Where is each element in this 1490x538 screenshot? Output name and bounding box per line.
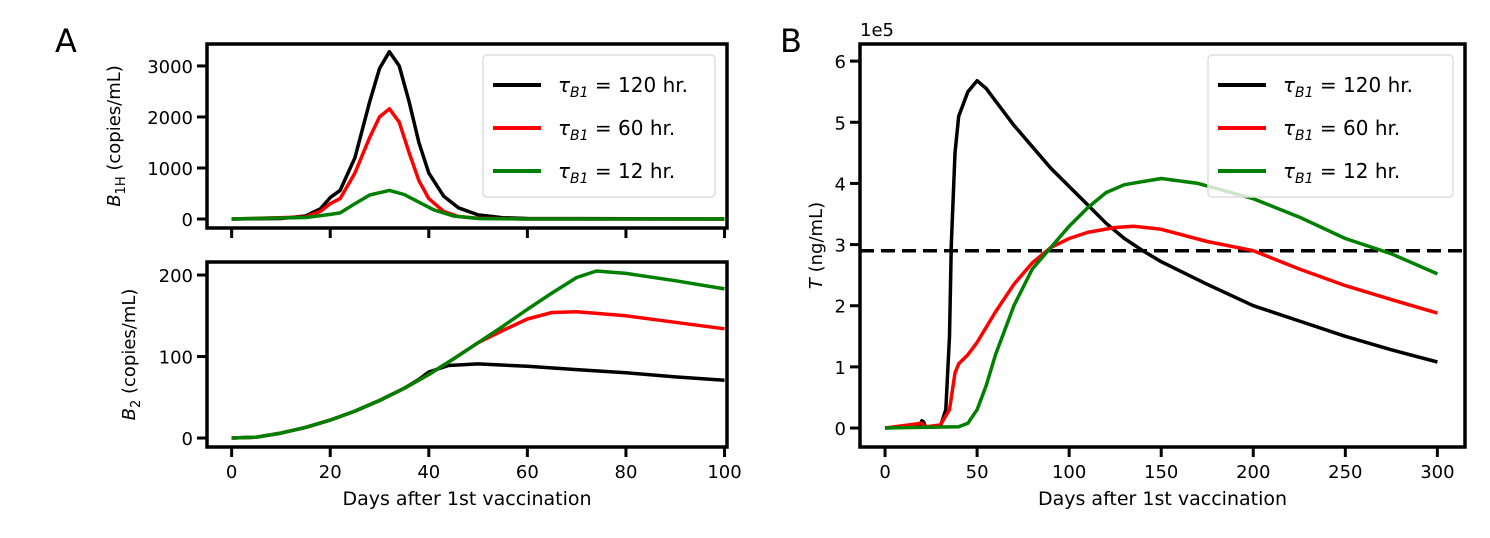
y-axis-label-unit: (copies/mL) — [104, 65, 125, 176]
y-tick-label: 0 — [835, 419, 846, 440]
y-tick-label: 100 — [159, 348, 193, 369]
series-line-3 — [884, 176, 1439, 430]
series-line-3 — [231, 269, 725, 440]
x-axis-label: Days after 1st vaccination — [1038, 488, 1287, 510]
x-tick-label: 100 — [707, 462, 741, 483]
x-tick-label: 0 — [226, 462, 237, 483]
y-tick-label: 4 — [835, 174, 846, 195]
y-axis-label-symbol: B — [104, 194, 125, 206]
y-tick-label: 1 — [835, 358, 846, 379]
x-tick-label: 100 — [1052, 462, 1086, 483]
legend-label: τB1 = 120 hr. — [1283, 73, 1413, 101]
y-tick-label: 3 — [835, 236, 846, 257]
y-tick-label: 200 — [159, 266, 193, 287]
legend-symbol: τ — [1283, 73, 1296, 97]
y-tick-label: 2000 — [147, 108, 193, 129]
legend-subscript: B1 — [1295, 85, 1314, 101]
plot-area — [860, 78, 1465, 430]
legend-box — [1207, 54, 1454, 198]
series-line-3 — [231, 188, 725, 221]
legend-subscript: B1 — [1295, 128, 1314, 144]
x-tick-label: 200 — [1236, 462, 1270, 483]
legend-symbol: τ — [1283, 159, 1296, 183]
legend-symbol: τ — [558, 73, 571, 97]
legend: τB1 = 120 hr.τB1 = 60 hr.τB1 = 12 hr. — [1207, 54, 1454, 198]
y-axis-label-subscript: 2 — [129, 400, 144, 408]
y-axis-label: B2 (copies/mL) — [119, 289, 144, 421]
legend: τB1 = 120 hr.τB1 = 60 hr.τB1 = 12 hr. — [482, 54, 716, 198]
series-line-1 — [231, 49, 725, 221]
x-tick-label: 50 — [966, 462, 989, 483]
y-tick-label: 0 — [182, 210, 193, 231]
x-tick-label: 20 — [319, 462, 342, 483]
legend-label: τB1 = 12 hr. — [558, 159, 675, 187]
y-tick-label: 5 — [835, 113, 846, 134]
y-axis-label: T (ng/mL) — [806, 202, 827, 289]
y-axis-label-symbol: B — [119, 408, 140, 420]
legend-value: = 12 hr. — [1314, 159, 1401, 183]
y-tick-label: 1000 — [147, 159, 193, 180]
y-tick-label: 0 — [182, 429, 193, 450]
legend-label: τB1 = 60 hr. — [1283, 116, 1400, 144]
y-tick-label: 3000 — [147, 57, 193, 78]
plot-area — [231, 269, 725, 440]
y-axis-label-unit: (copies/mL) — [119, 289, 140, 400]
x-tick-label: 250 — [1328, 462, 1362, 483]
legend-subscript: B1 — [1295, 171, 1314, 187]
y-axis-label: B1H (copies/mL) — [104, 65, 129, 207]
panel-3: 0 50 100 150 200 250 300 0 1 2 3 4 5 6 T (ng/mL) Days a… — [780, 20, 1467, 510]
plot-area — [231, 49, 725, 221]
legend-symbol: τ — [558, 159, 571, 183]
y-axis-label-subscript: 1H — [114, 176, 129, 194]
series-line-2 — [884, 224, 1438, 430]
y-tick-label: 6 — [835, 52, 846, 73]
legend-symbol: τ — [558, 116, 571, 140]
y-offset-text: 1e5 — [860, 20, 894, 41]
x-tick-label: 0 — [879, 462, 890, 483]
legend-value: = 120 hr. — [1314, 73, 1413, 97]
x-tick-label: 150 — [1144, 462, 1178, 483]
x-tick-label: 60 — [516, 462, 539, 483]
legend-value: = 60 hr. — [589, 116, 676, 140]
axes-frame — [205, 260, 729, 449]
y-axis-label-symbol: T — [806, 276, 827, 289]
x-axis-label: Days after 1st vaccination — [342, 488, 591, 510]
panel-label: A — [55, 22, 77, 60]
legend-label: τB1 = 60 hr. — [558, 116, 675, 144]
legend-label: τB1 = 12 hr. — [1283, 159, 1400, 187]
legend-subscript: B1 — [570, 128, 589, 144]
legend-value: = 12 hr. — [589, 159, 676, 183]
y-axis-label-unit: (ng/mL) — [806, 202, 827, 278]
x-tick-label: 300 — [1420, 462, 1454, 483]
legend-subscript: B1 — [570, 171, 589, 187]
legend-box — [482, 54, 716, 198]
legend-value: = 60 hr. — [1314, 116, 1401, 140]
y-tick-label: 2 — [835, 297, 846, 318]
panel-2: 0 20 40 60 80 100 0 100 200 B2 (copies/mL) Days af… — [119, 260, 742, 510]
axes-frame — [205, 42, 729, 230]
x-tick-label: 80 — [615, 462, 638, 483]
legend-label: τB1 = 120 hr. — [558, 73, 688, 101]
x-tick-label: 40 — [417, 462, 440, 483]
panel-label: B — [780, 22, 802, 60]
legend-symbol: τ — [1283, 116, 1296, 140]
legend-subscript: B1 — [570, 85, 589, 101]
legend-value: = 120 hr. — [589, 73, 688, 97]
